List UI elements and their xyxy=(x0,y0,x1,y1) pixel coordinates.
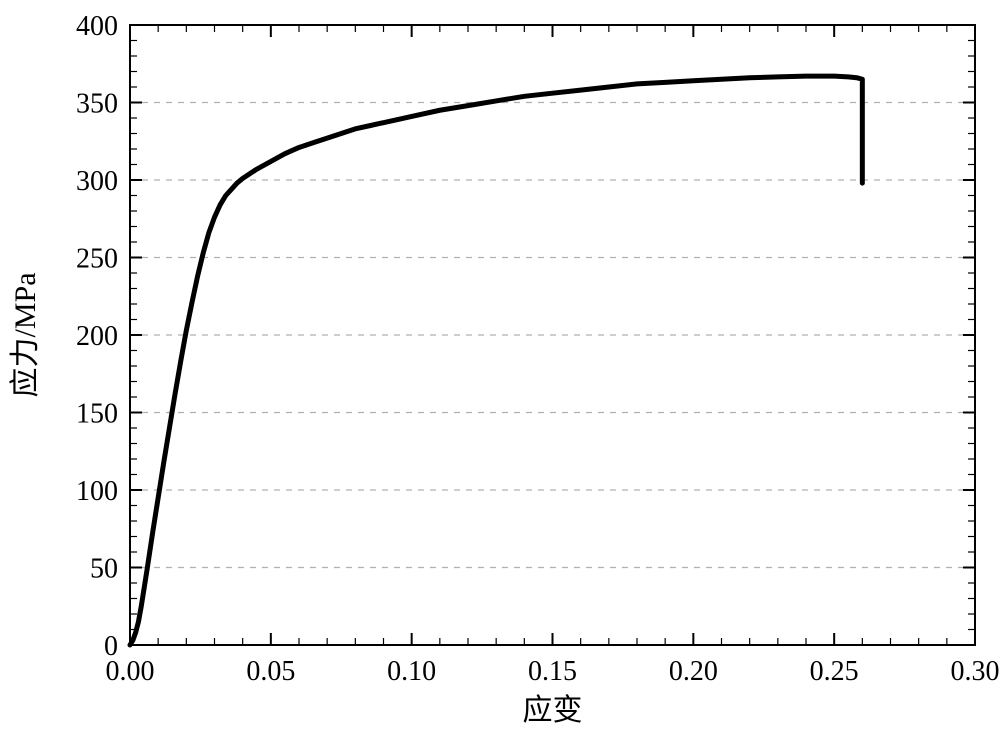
svg-text:50: 50 xyxy=(90,554,118,585)
chart-svg: 0.000.050.100.150.200.250.30050100150200… xyxy=(0,0,1000,745)
svg-text:150: 150 xyxy=(76,399,118,430)
stress-strain-chart: 0.000.050.100.150.200.250.30050100150200… xyxy=(0,0,1000,745)
svg-text:200: 200 xyxy=(76,321,118,352)
svg-text:0: 0 xyxy=(104,631,118,662)
svg-text:应变: 应变 xyxy=(523,694,583,727)
svg-text:0.15: 0.15 xyxy=(528,656,577,687)
svg-text:0.05: 0.05 xyxy=(246,656,295,687)
svg-text:400: 400 xyxy=(76,11,118,42)
svg-text:350: 350 xyxy=(76,89,118,120)
svg-text:0.30: 0.30 xyxy=(951,656,1000,687)
svg-text:300: 300 xyxy=(76,166,118,197)
svg-text:0.10: 0.10 xyxy=(387,656,436,687)
svg-text:100: 100 xyxy=(76,476,118,507)
svg-text:250: 250 xyxy=(76,244,118,275)
svg-text:0.20: 0.20 xyxy=(669,656,718,687)
svg-text:0.25: 0.25 xyxy=(810,656,859,687)
svg-text:应力/MPa: 应力/MPa xyxy=(9,272,42,397)
